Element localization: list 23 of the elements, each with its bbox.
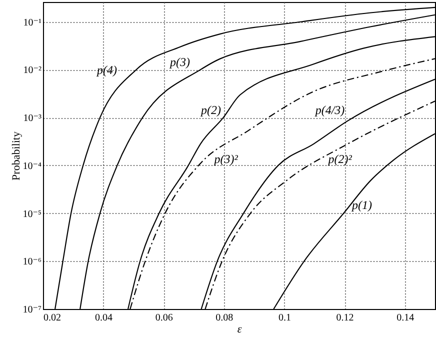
series-label: p(2)² — [327, 152, 352, 166]
y-tick-label: 10⁻⁵ — [22, 208, 42, 220]
series-label: p(1) — [351, 198, 372, 212]
x-tick-label: 0.14 — [396, 312, 414, 324]
x-tick-label: 0.06 — [155, 312, 173, 324]
x-tick-label: 0.1 — [278, 312, 291, 324]
series-label: p(3) — [169, 55, 190, 69]
y-tick-label: 10⁻² — [23, 65, 42, 76]
series-label: p(3)² — [213, 152, 238, 166]
y-tick-label: 10⁻⁴ — [22, 160, 42, 172]
x-tick-label: 0.12 — [336, 312, 354, 324]
x-tick-label: 0.04 — [95, 312, 113, 324]
series-label: p(2) — [200, 103, 221, 117]
y-tick-label: 10⁻¹ — [23, 17, 42, 28]
y-tick-label: 10⁻⁶ — [22, 256, 42, 268]
series-label: p(4) — [96, 63, 117, 77]
x-tick-label: 0.08 — [216, 312, 234, 324]
series-label: p(4/3) — [314, 103, 345, 117]
x-tick-label: 0.02 — [44, 312, 61, 324]
x-axis-title: ε — [237, 324, 242, 336]
y-axis-title: Probability — [10, 131, 23, 180]
y-tick-label: 10⁻³ — [23, 113, 42, 124]
y-tick-label: 10⁻⁷ — [22, 304, 42, 316]
